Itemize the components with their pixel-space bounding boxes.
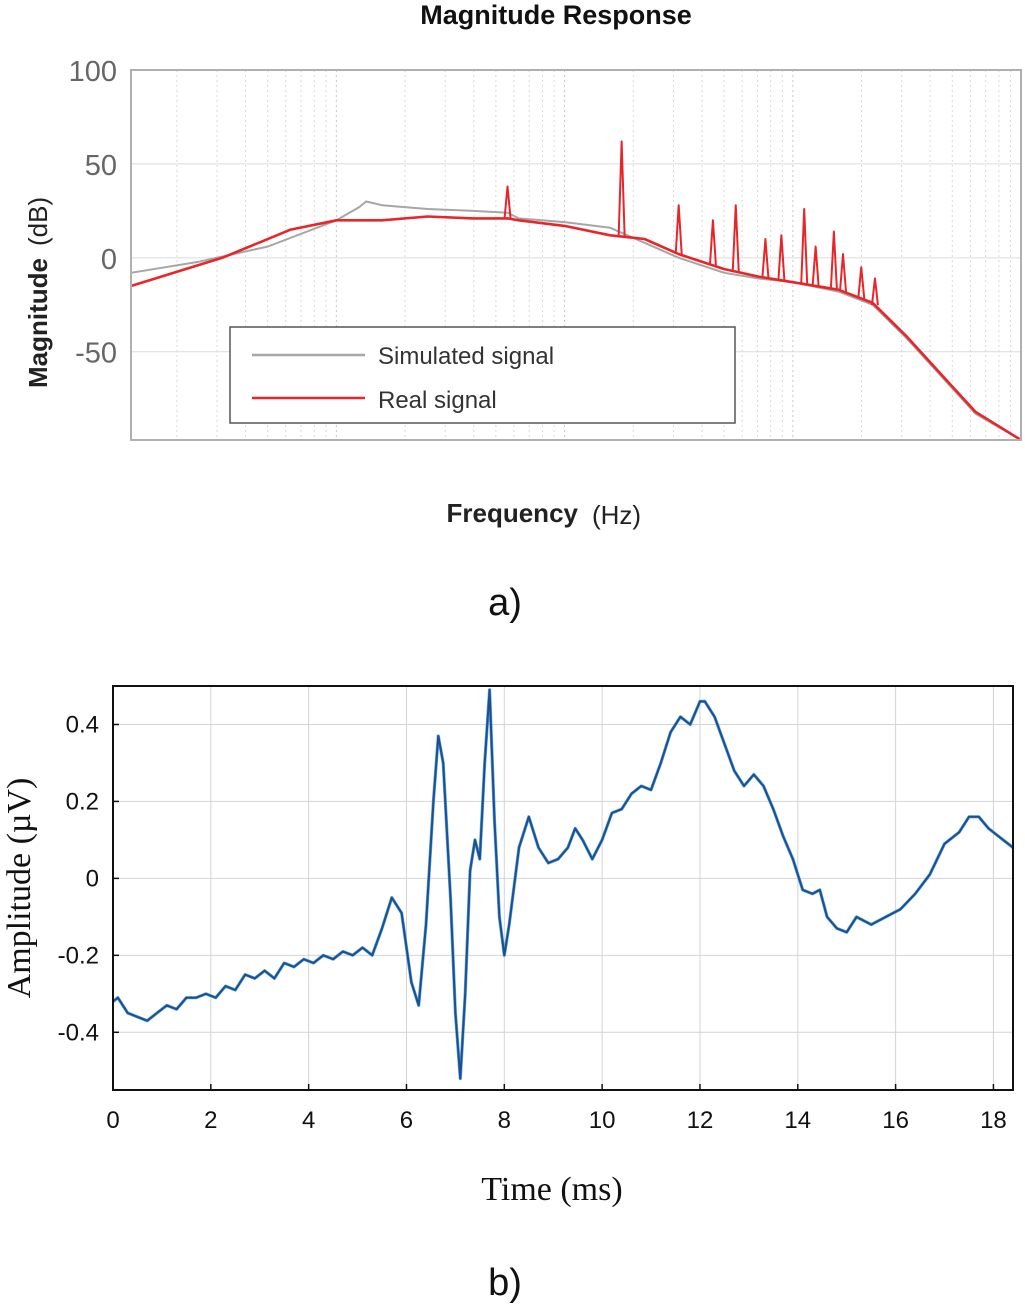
chart-a-title: Magnitude Response	[420, 0, 692, 30]
spectral-peak	[777, 234, 786, 281]
chart-a-ytick-label: 100	[69, 56, 117, 88]
legend-real-label: Real signal	[378, 387, 497, 414]
chart-a-ylabel: Magnitude	[23, 258, 53, 388]
chart-b-ytick-label: 0.2	[66, 788, 99, 815]
chart-b-xtick-label: 4	[302, 1107, 315, 1134]
chart-a-plot-frame	[130, 69, 1022, 441]
chart-a-ylabel-unit: (dB)	[23, 197, 53, 246]
chart-a-ytick-labels: 100 50 0 -50	[69, 56, 117, 370]
spectral-peak	[839, 253, 847, 292]
amplitude-time-chart: 0 2 4 6 8 10 12 14 16 18 0.4 0.2 0 -0.2 -0.4 Amplitud…	[1, 685, 1014, 1304]
series-simulated-signal	[130, 200, 1022, 441]
spectral-peak	[870, 277, 879, 306]
chart-a-ytick-label: 50	[85, 150, 117, 182]
spectral-peak	[857, 266, 866, 299]
chart-b-series	[112, 688, 1014, 1081]
series-signal-glow	[112, 688, 1014, 1081]
chart-a-caption: a)	[488, 582, 522, 624]
legend-box	[229, 326, 736, 424]
chart-a-xlabel-unit: (Hz)	[592, 500, 641, 530]
chart-b-ytick-label: -0.2	[58, 942, 99, 969]
chart-b-caption: b)	[488, 1262, 522, 1304]
chart-a-grid	[131, 70, 1021, 440]
spectral-peak	[674, 204, 683, 255]
chart-b-xtick-label: 0	[106, 1107, 119, 1134]
series-real-signal	[130, 215, 1022, 442]
chart-a-series	[130, 140, 1022, 442]
chart-b-xtick-label: 8	[498, 1107, 511, 1134]
chart-b-xtick-label: 10	[589, 1107, 616, 1134]
spectral-peak	[811, 245, 820, 287]
spectral-peak	[731, 204, 740, 272]
chart-b-xtick-label: 16	[882, 1107, 909, 1134]
magnitude-response-chart: Magnitude Response 100 50 0 -50 Simulated s…	[23, 0, 1022, 624]
spectral-peak	[800, 207, 809, 285]
chart-b-ytick-labels: 0.4 0.2 0 -0.2 -0.4	[58, 711, 99, 1046]
legend-simulated-label: Simulated signal	[378, 343, 554, 370]
spectral-peak	[708, 219, 717, 266]
chart-a-legend: Simulated signal Real signal	[229, 326, 736, 424]
chart-b-ytick-label: -0.4	[58, 1019, 99, 1046]
chart-b-xtick-label: 18	[980, 1107, 1007, 1134]
spectral-peak	[761, 238, 770, 278]
chart-b-xtick-label: 14	[784, 1107, 811, 1134]
chart-a-ytick-label: 0	[101, 244, 117, 276]
chart-b-xtick-label: 6	[400, 1107, 413, 1134]
spectral-peak	[617, 140, 626, 237]
chart-a-ytick-label: -50	[75, 338, 117, 370]
chart-b-xtick-label: 12	[687, 1107, 714, 1134]
chart-a-xlabel: Frequency	[447, 498, 579, 528]
chart-b-xtick-labels: 0 2 4 6 8 10 12 14 16 18	[106, 1107, 1006, 1134]
chart-b-grid	[112, 686, 1013, 1090]
chart-b-ytick-label: 0	[86, 865, 99, 892]
chart-b-xlabel: Time (ms)	[481, 1171, 622, 1208]
series-signal	[112, 688, 1014, 1080]
spectral-peak	[503, 185, 512, 219]
spectral-peak	[829, 230, 838, 290]
chart-b-ytick-label: 0.4	[66, 711, 99, 738]
chart-b-xtick-label: 2	[204, 1107, 217, 1134]
chart-b-ylabel: Amplitude (µV)	[1, 778, 38, 999]
chart-b-plot-frame	[112, 685, 1014, 1091]
